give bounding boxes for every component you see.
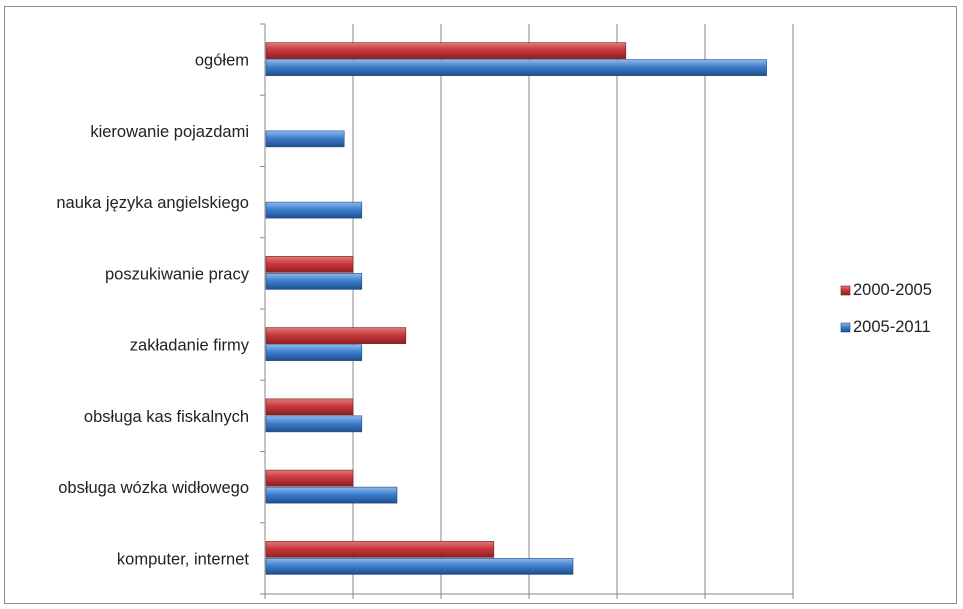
category-label: ogółem <box>195 52 249 70</box>
bar-2000-2005 <box>265 327 407 344</box>
legend-label: 2005-2011 <box>853 318 931 336</box>
category-label: poszukiwanie pracy <box>105 265 250 283</box>
bar-2005-2011 <box>265 558 574 575</box>
bar-chart: ogółem kierowanie pojazdami nauka języka a… <box>56 23 932 609</box>
bar-2000-2005 <box>265 398 354 416</box>
legend-label: 2000-2005 <box>853 281 932 299</box>
category-label: obsługa kas fiskalnych <box>84 408 249 426</box>
category-label: komputer, internet <box>117 550 249 568</box>
bar-2005-2011 <box>265 59 767 76</box>
legend-swatch <box>840 285 851 296</box>
bars <box>265 42 767 575</box>
chart-frame: ogółem kierowanie pojazdami nauka języka a… <box>4 6 957 609</box>
bar-2005-2011 <box>265 201 363 219</box>
bar-2005-2011 <box>265 273 363 290</box>
category-label: nauka języka angielskiego <box>56 194 249 212</box>
bar-2000-2005 <box>265 42 627 59</box>
bar-2005-2011 <box>265 415 363 433</box>
bar-2000-2005 <box>265 256 354 273</box>
legend-swatch <box>840 322 851 333</box>
bar-2005-2011 <box>265 130 345 148</box>
axes <box>260 23 794 599</box>
bar-2000-2005 <box>265 541 495 558</box>
bar-2000-2005 <box>265 469 354 487</box>
bar-2005-2011 <box>265 344 363 361</box>
legend: 2000-2005 2005-2011 <box>840 281 932 336</box>
gridlines <box>352 24 794 594</box>
category-label: zakładanie firmy <box>130 337 250 355</box>
category-label: kierowanie pojazdami <box>90 123 249 141</box>
category-labels: ogółem kierowanie pojazdami nauka języka a… <box>56 52 249 569</box>
category-label: obsługa wózka widłowego <box>58 479 249 497</box>
bar-2005-2011 <box>265 486 398 504</box>
